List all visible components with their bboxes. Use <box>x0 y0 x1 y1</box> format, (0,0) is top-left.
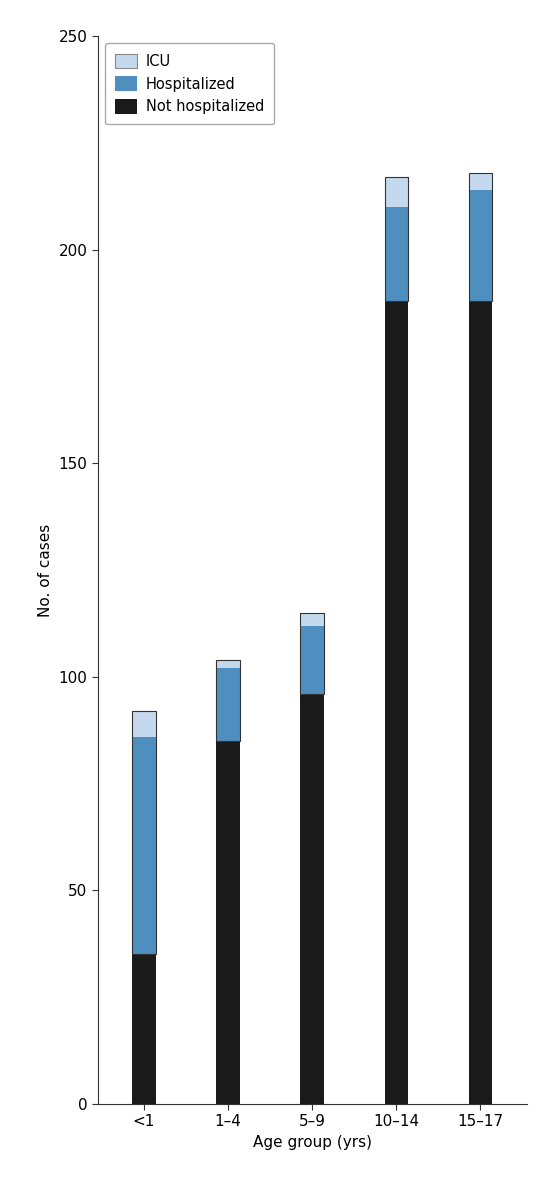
Bar <box>300 613 324 625</box>
Bar <box>300 625 324 694</box>
Bar <box>300 613 324 694</box>
Bar <box>469 301 492 1104</box>
Bar <box>132 710 156 954</box>
Bar <box>216 668 240 740</box>
Bar <box>469 190 492 301</box>
Bar <box>384 206 408 301</box>
Bar <box>384 176 408 206</box>
X-axis label: Age group (yrs): Age group (yrs) <box>252 1135 372 1150</box>
Bar <box>132 954 156 1104</box>
Bar <box>216 660 240 668</box>
Bar <box>384 301 408 1104</box>
Legend: ICU, Hospitalized, Not hospitalized: ICU, Hospitalized, Not hospitalized <box>105 43 274 125</box>
Bar <box>216 660 240 740</box>
Bar <box>300 694 324 1104</box>
Bar <box>469 173 492 190</box>
Bar <box>132 710 156 737</box>
Bar <box>216 740 240 1104</box>
Y-axis label: No. of cases: No. of cases <box>38 523 53 617</box>
Bar <box>469 173 492 301</box>
Bar <box>132 737 156 954</box>
Bar <box>384 176 408 301</box>
